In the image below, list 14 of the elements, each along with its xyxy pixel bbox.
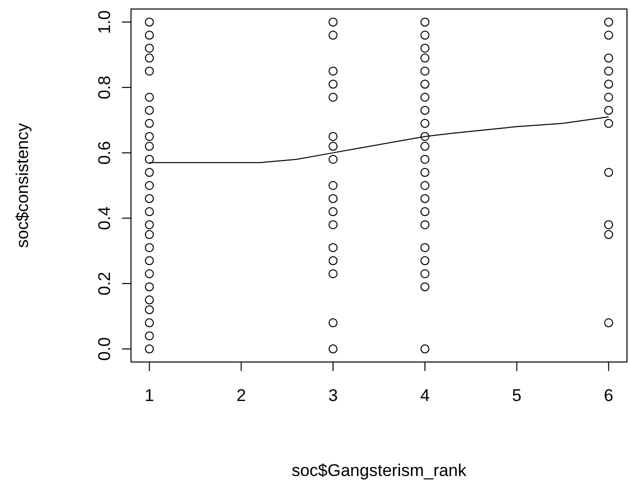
y-tick-label: 0.0 — [95, 337, 114, 361]
x-axis-title: soc$Gangsterism_rank — [292, 461, 467, 480]
x-tick-label: 3 — [328, 386, 338, 406]
x-tick-label: 2 — [236, 386, 246, 406]
x-tick-label: 1 — [144, 386, 154, 406]
y-tick-label: 0.8 — [95, 76, 114, 100]
x-tick-label: 5 — [512, 386, 522, 406]
y-tick-label: 0.4 — [95, 206, 114, 230]
y-axis-title: soc$consistency — [13, 122, 32, 248]
y-tick-label: 0.2 — [95, 272, 114, 296]
y-tick-label: 0.6 — [95, 140, 114, 165]
x-tick-label: 4 — [420, 386, 430, 406]
x-tick-label: 6 — [604, 386, 614, 406]
y-tick-label: 1.0 — [95, 10, 114, 34]
